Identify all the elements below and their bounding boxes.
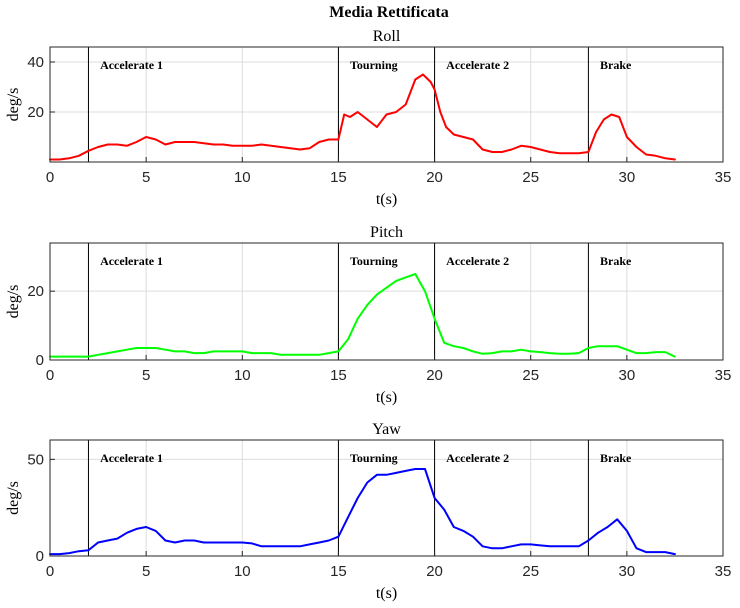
figure-title: Media Rettificata: [329, 4, 449, 21]
chart-1-phase-label: Accelerate 1: [100, 254, 163, 268]
yaw-chart: Accelerate 1 Tourning Accelerate 2 Brake 0 5 1…: [5, 421, 731, 602]
chart-1-x-tick-label: 10: [234, 367, 251, 384]
chart-0-y-tick-label: 40: [27, 54, 44, 71]
chart-1-x-tick-label: 25: [522, 367, 539, 384]
chart-1-x-tick-label: 35: [715, 367, 732, 384]
chart-0-phase-label: Accelerate 2: [446, 58, 509, 72]
chart-1-x-axis-label: t(s): [376, 389, 397, 406]
chart-1-x-tick-label: 0: [46, 367, 54, 384]
chart-2-title: Yaw: [372, 421, 401, 438]
chart-2-x-tick-label: 5: [142, 563, 150, 580]
chart-0-x-tick-label: 5: [142, 169, 150, 186]
chart-1-title: Pitch: [370, 224, 403, 241]
chart-2-x-tick-label: 35: [715, 563, 732, 580]
chart-2-y-axis-label: deg/s: [5, 481, 22, 515]
chart-0-series-line: [49, 73, 676, 161]
chart-0-x-axis-label: t(s): [376, 191, 397, 208]
chart-2-phase-label: Accelerate 1: [100, 451, 163, 465]
chart-0-x-tick-label: 0: [46, 169, 54, 186]
chart-1-x-tick-label: 20: [426, 367, 443, 384]
chart-0-title: Roll: [373, 28, 401, 45]
chart-1-y-tick-label: 20: [27, 283, 44, 300]
chart-0-x-tick-label: 35: [715, 169, 732, 186]
chart-2-x-tick-label: 15: [330, 563, 347, 580]
chart-2-x-tick-label: 10: [234, 563, 251, 580]
chart-1-phase-label: Tourning: [350, 254, 398, 268]
chart-2-x-axis-label: t(s): [376, 585, 397, 602]
chart-2-phase-label: Accelerate 2: [446, 451, 509, 465]
chart-0-x-tick-label: 15: [330, 169, 347, 186]
pitch-chart: Accelerate 1 Tourning Accelerate 2 Brake 0 5 1…: [5, 224, 731, 406]
chart-1-x-tick-label: 15: [330, 367, 347, 384]
chart-2-x-tick-label: 25: [522, 563, 539, 580]
chart-1-y-tick-label: 0: [36, 352, 44, 369]
chart-0-x-tick-label: 10: [234, 169, 251, 186]
chart-2-axes-frame: [49, 439, 724, 557]
chart-2-phase-label: Tourning: [350, 451, 398, 465]
chart-1-phase-label: Accelerate 2: [446, 254, 509, 268]
chart-1-y-axis-label: deg/s: [5, 285, 22, 319]
chart-2-x-tick-label: 30: [619, 563, 636, 580]
chart-2-series-line: [49, 468, 676, 556]
chart-0-phase-label: Brake: [600, 58, 632, 72]
chart-0-x-tick-label: 20: [426, 169, 443, 186]
chart-0-axes-frame: [49, 46, 724, 163]
chart-2-y-tick-label: 0: [36, 548, 44, 565]
chart-1-x-tick-label: 5: [142, 367, 150, 384]
chart-1-x-tick-label: 30: [619, 367, 636, 384]
chart-1-phase-label: Brake: [600, 254, 632, 268]
chart-1-axes-frame: [49, 242, 724, 361]
chart-2-y-tick-label: 50: [27, 451, 44, 468]
chart-2-x-tick-label: 20: [426, 563, 443, 580]
chart-0-phase-label: Accelerate 1: [100, 58, 163, 72]
chart-2-phase-label: Brake: [600, 451, 632, 465]
chart-1-series-line: [49, 273, 676, 358]
chart-0-phase-label: Tourning: [350, 58, 398, 72]
chart-0-y-tick-label: 20: [27, 104, 44, 121]
chart-0-y-axis-label: deg/s: [5, 88, 22, 122]
chart-2-x-tick-label: 0: [46, 563, 54, 580]
chart-0-x-tick-label: 25: [522, 169, 539, 186]
chart-0-x-tick-label: 30: [619, 169, 636, 186]
roll-chart: Accelerate 1 Tourning Accelerate 2 Brake 0 5 1…: [5, 28, 731, 208]
